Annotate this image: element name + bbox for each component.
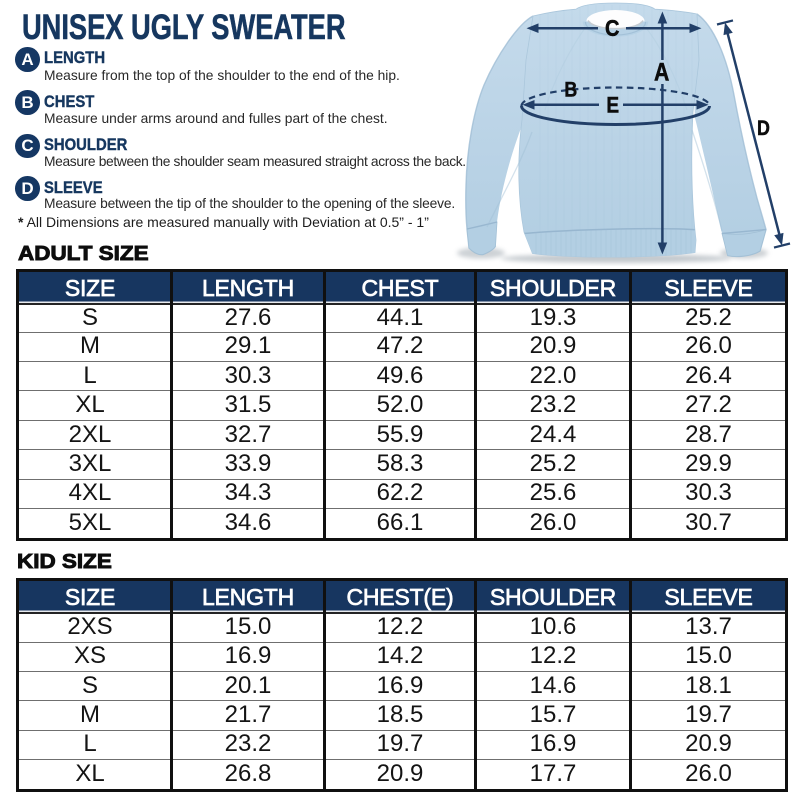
svg-text:A: A [654, 58, 670, 86]
svg-text:B: B [564, 78, 577, 102]
svg-text:C: C [605, 15, 620, 42]
svg-text:E: E [606, 93, 619, 118]
svg-text:D: D [757, 117, 770, 141]
